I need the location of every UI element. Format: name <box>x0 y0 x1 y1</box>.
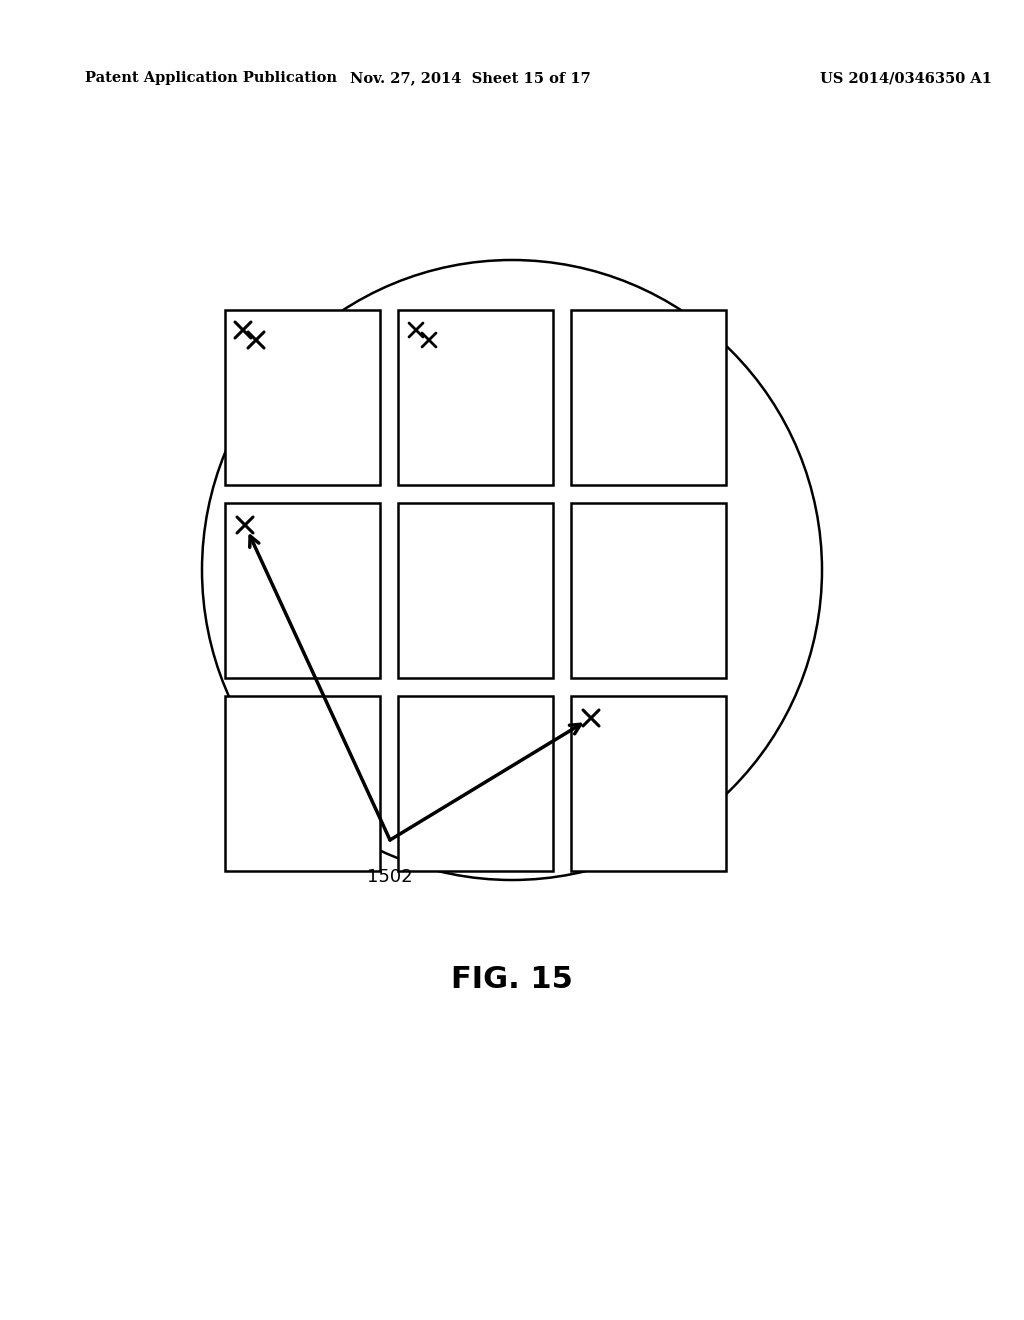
Bar <box>225 696 380 871</box>
Bar <box>398 503 553 678</box>
Text: US 2014/0346350 A1: US 2014/0346350 A1 <box>820 71 992 84</box>
Bar <box>571 310 726 484</box>
Bar <box>571 503 726 678</box>
Bar <box>225 310 380 484</box>
Text: Nov. 27, 2014  Sheet 15 of 17: Nov. 27, 2014 Sheet 15 of 17 <box>349 71 591 84</box>
Text: FIG. 15: FIG. 15 <box>451 965 573 994</box>
Bar <box>225 503 380 678</box>
Text: 1502: 1502 <box>368 869 413 886</box>
Bar <box>398 696 553 871</box>
Bar <box>398 310 553 484</box>
Text: Patent Application Publication: Patent Application Publication <box>85 71 337 84</box>
Bar <box>571 696 726 871</box>
